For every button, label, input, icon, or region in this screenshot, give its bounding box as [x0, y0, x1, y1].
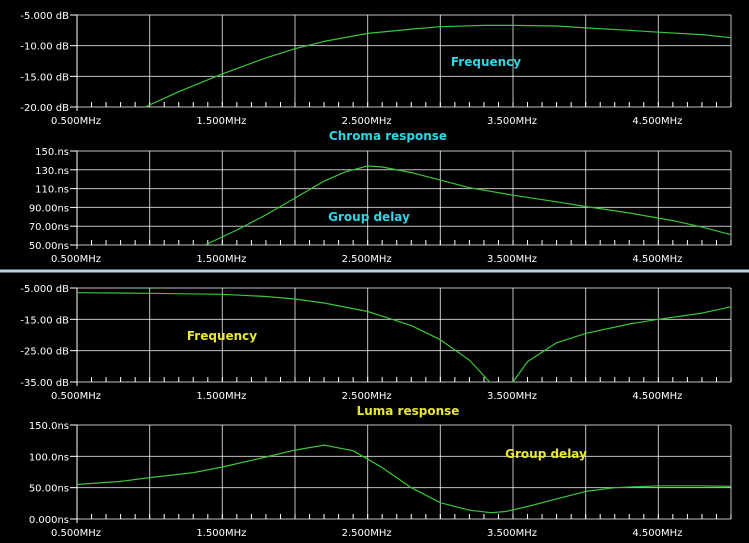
x-tick-label: 3.500MHz — [487, 254, 537, 265]
x-tick-label: 1.500MHz — [196, 528, 246, 539]
x-tick-label: 1.500MHz — [196, 391, 246, 402]
x-tick-label: 4.500MHz — [632, 528, 682, 539]
x-tick-label: 0.500MHz — [51, 391, 101, 402]
x-tick-label: 4.500MHz — [632, 116, 682, 127]
y-tick-label: -35.00 dB — [20, 378, 69, 389]
y-tick-label: 50.00ns — [29, 484, 69, 495]
y-tick-label: -5.000 dB — [20, 11, 69, 22]
x-tick-label: 1.500MHz — [196, 254, 246, 265]
y-tick-label: 100.0ns — [29, 452, 69, 463]
y-tick-label: -15.00 dB — [20, 315, 69, 326]
x-tick-label: 2.500MHz — [342, 254, 392, 265]
chroma-group-delay-panel: 150.ns 130.ns 110.ns 90.00ns 70.00ns 50.00ns 0… — [29, 147, 732, 265]
x-tick-label: 3.500MHz — [487, 116, 537, 127]
x-tick-label: 3.500MHz — [487, 528, 537, 539]
chroma-frequency-annotation: Frequency — [451, 55, 521, 69]
luma-group-delay-panel: 150.0ns 100.0ns 50.00ns 0.000ns 0.500MHz 1.50… — [29, 421, 732, 539]
y-tick-label: 90.00ns — [29, 203, 69, 214]
x-tick-label: 4.500MHz — [632, 254, 682, 265]
x-tick-label: 1.500MHz — [196, 116, 246, 127]
luma-frequency-annotation: Frequency — [187, 329, 257, 343]
luma-response-title: Luma response — [357, 404, 460, 418]
x-tick-label: 0.500MHz — [51, 116, 101, 127]
x-tick-label: 3.500MHz — [487, 391, 537, 402]
y-tick-label: 50.00ns — [29, 241, 69, 252]
x-tick-label: 2.500MHz — [342, 116, 392, 127]
y-tick-label: 130.ns — [35, 166, 69, 177]
y-tick-label: 150.ns — [35, 147, 69, 158]
chroma-group-delay-trace — [204, 165, 732, 246]
luma-group-delay-annotation: Group delay — [505, 447, 587, 461]
x-tick-label: 2.500MHz — [342, 391, 392, 402]
y-tick-label: 110.ns — [35, 185, 69, 196]
luma-frequency-trace — [76, 292, 491, 383]
luma-group-delay-trace — [76, 444, 732, 514]
y-tick-label: -20.00 dB — [20, 103, 69, 114]
y-tick-label: -15.00 dB — [20, 72, 69, 83]
x-tick-label: 0.500MHz — [51, 254, 101, 265]
y-tick-label: 0.000ns — [29, 515, 69, 526]
y-tick-label: -25.00 dB — [20, 347, 69, 358]
y-tick-label: 150.0ns — [29, 421, 69, 432]
y-tick-label: -5.000 dB — [20, 284, 69, 295]
x-tick-label: 0.500MHz — [51, 528, 101, 539]
luma-frequency-trace — [512, 306, 732, 383]
x-tick-label: 4.500MHz — [632, 391, 682, 402]
y-tick-label: 70.00ns — [29, 222, 69, 233]
chroma-frequency-trace — [145, 24, 732, 108]
chroma-response-title: Chroma response — [329, 129, 447, 143]
chroma-frequency-panel: -5.000 dB -10.00 dB -15.00 dB -20.00 dB 0.50… — [20, 11, 732, 127]
y-tick-label: -10.00 dB — [20, 42, 69, 53]
chroma-group-delay-annotation: Group delay — [328, 210, 410, 224]
x-tick-label: 2.500MHz — [342, 528, 392, 539]
luma-frequency-panel: -5.000 dB -15.00 dB -25.00 dB -35.00 dB 0.50… — [20, 284, 732, 402]
